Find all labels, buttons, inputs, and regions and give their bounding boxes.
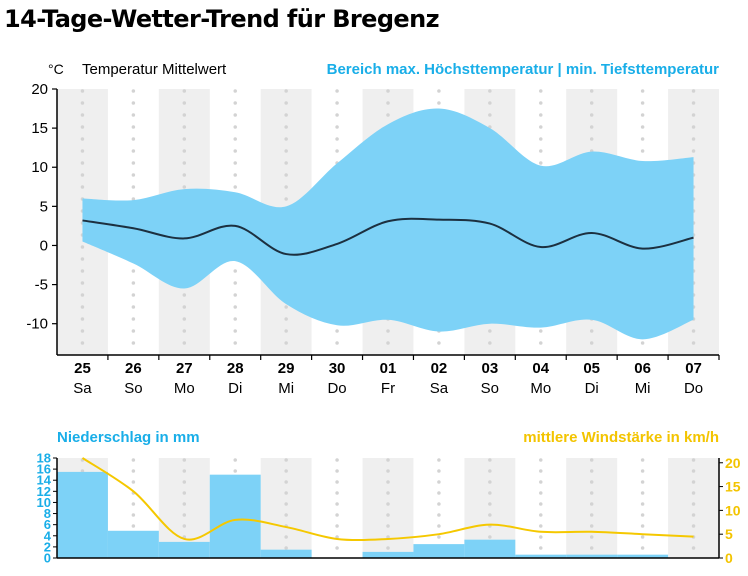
wind-tick-label: 15 xyxy=(725,479,741,495)
precip-tick-label: 12 xyxy=(37,484,51,499)
date-label: 29 xyxy=(278,360,295,377)
day-stripe xyxy=(260,458,312,558)
page-title: 14-Tage-Wetter-Trend für Bregenz xyxy=(4,5,440,33)
precipitation-bar xyxy=(566,554,618,558)
wind-tick-label: 0 xyxy=(725,550,733,566)
day-stripe xyxy=(362,458,414,558)
precipitation-bar xyxy=(158,541,210,558)
y-tick-label: -5 xyxy=(35,277,48,294)
date-label: 06 xyxy=(634,360,651,377)
weekday-label: Mo xyxy=(174,380,195,397)
temperature-unit-label: °C xyxy=(48,61,64,77)
y-tick-label: 5 xyxy=(40,198,48,215)
precip-tick-label: 2 xyxy=(44,539,51,554)
weekday-label: Mo xyxy=(530,380,551,397)
precip-tick-label: 18 xyxy=(37,451,51,466)
weekday-label: Fr xyxy=(381,380,395,397)
wind-tick-label: 5 xyxy=(725,526,733,542)
precipitation-bar xyxy=(57,471,108,558)
date-label: 04 xyxy=(532,360,549,377)
precipitation-bar xyxy=(362,551,414,558)
precip-tick-label: 0 xyxy=(44,551,51,566)
weekday-label: Di xyxy=(585,380,599,397)
precipitation-bar xyxy=(515,554,567,558)
date-label: 25 xyxy=(74,360,91,377)
day-stripe xyxy=(566,458,618,558)
weekday-label: So xyxy=(481,380,499,397)
precipitation-bar xyxy=(413,544,465,558)
precipitation-bar xyxy=(260,549,312,558)
weekday-label: Do xyxy=(327,380,346,397)
precip-tick-label: 4 xyxy=(44,528,52,543)
wind-legend: mittlere Windstärke in km/h xyxy=(523,429,719,446)
precipitation-bar xyxy=(617,554,669,558)
weekday-label: Do xyxy=(684,380,703,397)
date-label: 07 xyxy=(685,360,702,377)
wind-speed-line xyxy=(81,457,694,542)
wind-tick-label: 20 xyxy=(725,455,741,471)
date-label: 28 xyxy=(227,360,244,377)
precip-tick-label: 14 xyxy=(37,473,52,488)
mean-temperature-legend: Temperatur Mittelwert xyxy=(82,61,227,78)
date-label: 01 xyxy=(380,360,397,377)
precip-tick-label: 10 xyxy=(37,495,51,510)
precipitation-bar xyxy=(464,539,516,558)
wind-tick-label: 10 xyxy=(725,502,741,518)
y-tick-label: 15 xyxy=(31,120,48,137)
precipitation-bar xyxy=(209,474,261,558)
y-tick-label: 10 xyxy=(31,159,48,176)
precip-tick-label: 16 xyxy=(37,462,51,477)
date-label: 27 xyxy=(176,360,193,377)
date-label: 26 xyxy=(125,360,142,377)
weekday-label: So xyxy=(124,380,142,397)
date-label: 30 xyxy=(329,360,346,377)
date-label: 05 xyxy=(583,360,600,377)
temperature-range-legend: Bereich max. Höchsttemperatur | min. Tie… xyxy=(326,61,719,78)
y-tick-label: 0 xyxy=(40,237,48,254)
y-tick-label: -10 xyxy=(26,316,48,333)
precipitation-bar xyxy=(107,530,159,558)
precipitation-legend: Niederschlag in mm xyxy=(57,429,200,446)
mean-temperature-line xyxy=(82,217,694,256)
day-stripe xyxy=(668,458,719,558)
temperature-range-band xyxy=(82,108,694,340)
date-label: 02 xyxy=(431,360,448,377)
weekday-label: Mi xyxy=(635,380,651,397)
precip-tick-label: 8 xyxy=(44,506,51,521)
weekday-label: Di xyxy=(228,380,242,397)
weekday-label: Mi xyxy=(278,380,294,397)
weekday-label: Sa xyxy=(430,380,449,397)
y-tick-label: 20 xyxy=(31,81,48,98)
day-stripe xyxy=(158,458,210,558)
date-label: 03 xyxy=(482,360,499,377)
precip-tick-label: 6 xyxy=(44,517,51,532)
weekday-label: Sa xyxy=(73,380,92,397)
